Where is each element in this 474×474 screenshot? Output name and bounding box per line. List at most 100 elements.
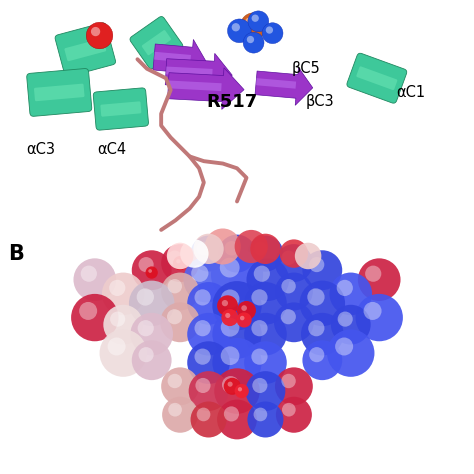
Circle shape (217, 400, 257, 439)
Circle shape (308, 320, 324, 337)
Circle shape (71, 294, 118, 341)
Circle shape (173, 256, 187, 270)
Circle shape (275, 273, 313, 310)
Circle shape (280, 239, 308, 268)
Text: βC3: βC3 (306, 94, 334, 109)
Circle shape (307, 288, 325, 306)
Circle shape (337, 280, 353, 296)
Circle shape (240, 13, 267, 39)
Circle shape (225, 313, 230, 318)
Circle shape (79, 302, 97, 320)
Circle shape (191, 264, 209, 282)
Circle shape (246, 371, 285, 411)
Circle shape (109, 280, 125, 296)
Circle shape (167, 309, 182, 324)
Circle shape (194, 320, 210, 337)
Circle shape (221, 290, 239, 308)
Circle shape (252, 378, 267, 393)
FancyBboxPatch shape (356, 66, 397, 90)
Circle shape (217, 295, 238, 316)
Circle shape (329, 273, 372, 315)
Circle shape (224, 378, 241, 395)
Circle shape (137, 288, 154, 306)
Circle shape (137, 320, 154, 337)
Circle shape (191, 236, 227, 272)
Circle shape (146, 266, 158, 279)
Circle shape (221, 346, 239, 365)
Circle shape (180, 239, 209, 268)
Circle shape (240, 316, 245, 320)
Circle shape (225, 241, 239, 255)
Text: αC1: αC1 (396, 85, 425, 100)
Text: αC4: αC4 (97, 142, 126, 157)
Circle shape (222, 376, 239, 393)
Circle shape (81, 265, 97, 282)
Circle shape (218, 235, 256, 273)
Circle shape (245, 18, 254, 27)
Circle shape (282, 374, 296, 388)
Circle shape (237, 301, 256, 320)
Circle shape (254, 265, 270, 282)
Circle shape (108, 337, 126, 356)
Circle shape (138, 257, 154, 272)
Circle shape (241, 305, 247, 311)
Circle shape (275, 367, 313, 405)
Circle shape (194, 289, 210, 306)
FancyArrow shape (153, 39, 206, 81)
Circle shape (197, 408, 210, 421)
FancyBboxPatch shape (34, 83, 84, 101)
Circle shape (91, 27, 100, 36)
Circle shape (212, 310, 262, 359)
FancyArrow shape (154, 52, 191, 63)
FancyBboxPatch shape (93, 88, 148, 130)
Circle shape (138, 347, 154, 362)
Circle shape (327, 329, 374, 377)
Circle shape (212, 281, 262, 330)
Circle shape (244, 313, 287, 356)
FancyArrow shape (168, 68, 244, 109)
Circle shape (168, 251, 182, 265)
Circle shape (228, 19, 251, 43)
Circle shape (248, 11, 269, 32)
Circle shape (130, 313, 173, 356)
Circle shape (187, 313, 230, 356)
Circle shape (364, 302, 382, 320)
FancyBboxPatch shape (142, 30, 171, 55)
Circle shape (266, 27, 273, 34)
Circle shape (247, 401, 283, 438)
Circle shape (251, 320, 267, 337)
Circle shape (246, 258, 289, 301)
Circle shape (73, 258, 116, 301)
Circle shape (235, 384, 249, 398)
Circle shape (237, 312, 252, 328)
Circle shape (187, 341, 230, 384)
Circle shape (356, 294, 403, 341)
Circle shape (232, 23, 240, 31)
Circle shape (224, 406, 239, 421)
Circle shape (276, 397, 312, 433)
Circle shape (189, 371, 228, 411)
FancyArrow shape (256, 78, 296, 89)
Circle shape (251, 289, 267, 306)
Circle shape (220, 258, 239, 278)
Circle shape (176, 259, 181, 264)
Text: R517: R517 (206, 93, 257, 111)
Circle shape (214, 368, 260, 414)
Circle shape (262, 23, 283, 44)
Circle shape (281, 309, 296, 324)
Circle shape (100, 329, 147, 377)
Circle shape (300, 281, 345, 326)
Circle shape (102, 273, 145, 315)
Circle shape (302, 250, 342, 290)
Circle shape (337, 311, 353, 327)
Circle shape (275, 244, 313, 282)
FancyArrow shape (166, 66, 213, 77)
Circle shape (282, 251, 296, 265)
Circle shape (335, 337, 353, 356)
Circle shape (282, 403, 296, 417)
Circle shape (221, 318, 239, 337)
Circle shape (331, 305, 371, 345)
Circle shape (243, 32, 264, 53)
FancyBboxPatch shape (55, 23, 116, 77)
Circle shape (302, 340, 342, 380)
